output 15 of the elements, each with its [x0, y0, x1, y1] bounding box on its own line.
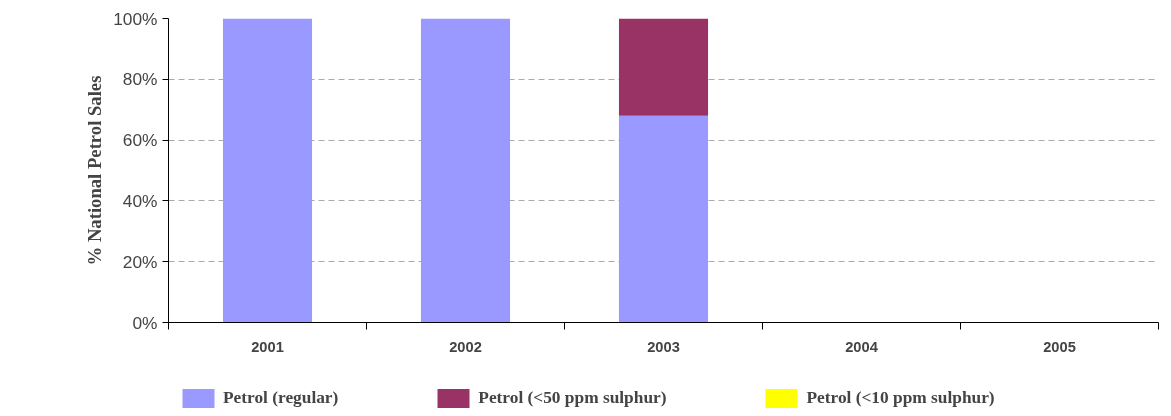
- y-tick-label: 80%: [122, 69, 158, 90]
- legend-label: Petrol (<10 ppm sulphur): [806, 388, 995, 408]
- y-tick-label: 40%: [122, 190, 158, 211]
- x-tick-label: 2005: [1043, 338, 1076, 355]
- y-axis-title: % National Petrol Sales: [84, 75, 106, 266]
- y-tick-label: 60%: [122, 130, 158, 151]
- x-tick-label: 2001: [251, 338, 284, 355]
- x-tick-label: 2003: [647, 338, 680, 355]
- x-tick-label: 2004: [845, 338, 879, 355]
- y-tick-label: 0%: [132, 312, 158, 333]
- legend-label: Petrol (<50 ppm sulphur): [478, 388, 667, 408]
- legend-label: Petrol (regular): [223, 388, 339, 408]
- y-tick-label: 100%: [113, 8, 158, 29]
- x-tick-label: 2002: [449, 338, 482, 355]
- y-tick-label: 20%: [122, 251, 158, 272]
